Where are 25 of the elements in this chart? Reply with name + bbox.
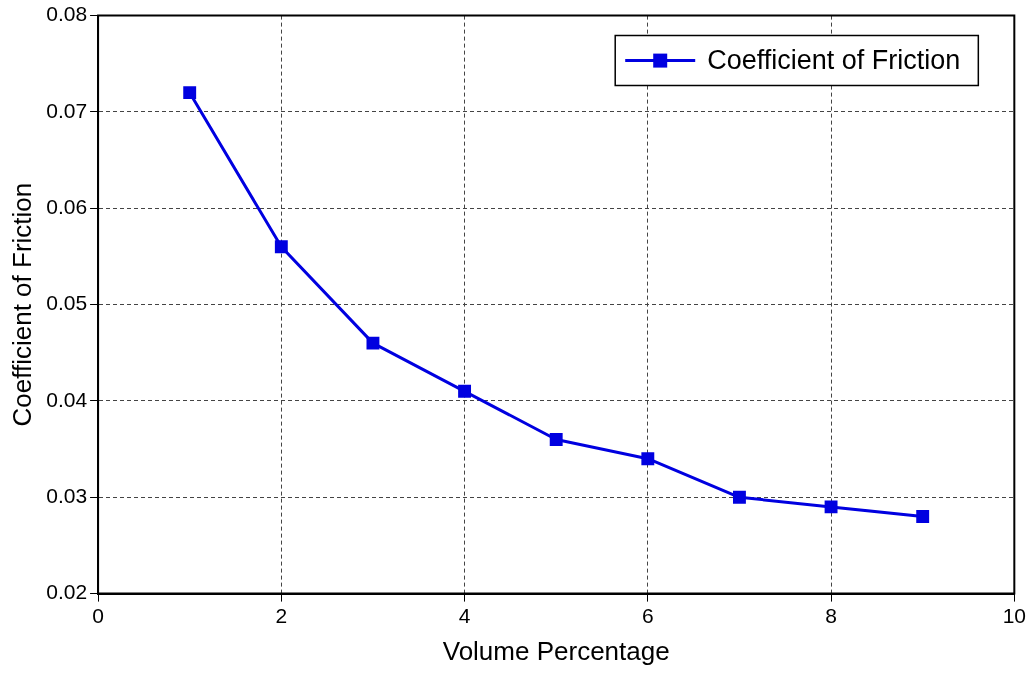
legend-label: Coefficient of Friction [707, 45, 961, 76]
point [549, 433, 563, 446]
y-tick-label: 0.03 [46, 484, 88, 508]
point [824, 500, 838, 514]
point [183, 86, 197, 100]
y-tick-label: 0.08 [46, 2, 88, 26]
y-tick-label: 0.04 [46, 387, 88, 411]
y-tick-label: 0.07 [46, 98, 88, 122]
point [366, 336, 380, 350]
point [274, 240, 288, 254]
point [916, 510, 930, 523]
point [641, 452, 655, 466]
x-tick-label: 8 [825, 604, 837, 627]
x-tick-label: 0 [92, 604, 104, 627]
x-tick-label: 2 [275, 604, 288, 627]
y-tick-label: 0.05 [46, 291, 88, 315]
x-axis-title: Volume Percentage [442, 635, 670, 666]
point [733, 490, 746, 504]
y-axis-title: Coefficient of Friction [6, 182, 37, 427]
y-tick-label: 0.06 [46, 195, 88, 219]
x-tick-label: 10 [1002, 604, 1026, 627]
x-tick-label: 4 [458, 604, 471, 627]
x-tick-label: 6 [641, 604, 654, 627]
point [458, 384, 472, 398]
y-tick-label: 0.02 [46, 580, 88, 604]
